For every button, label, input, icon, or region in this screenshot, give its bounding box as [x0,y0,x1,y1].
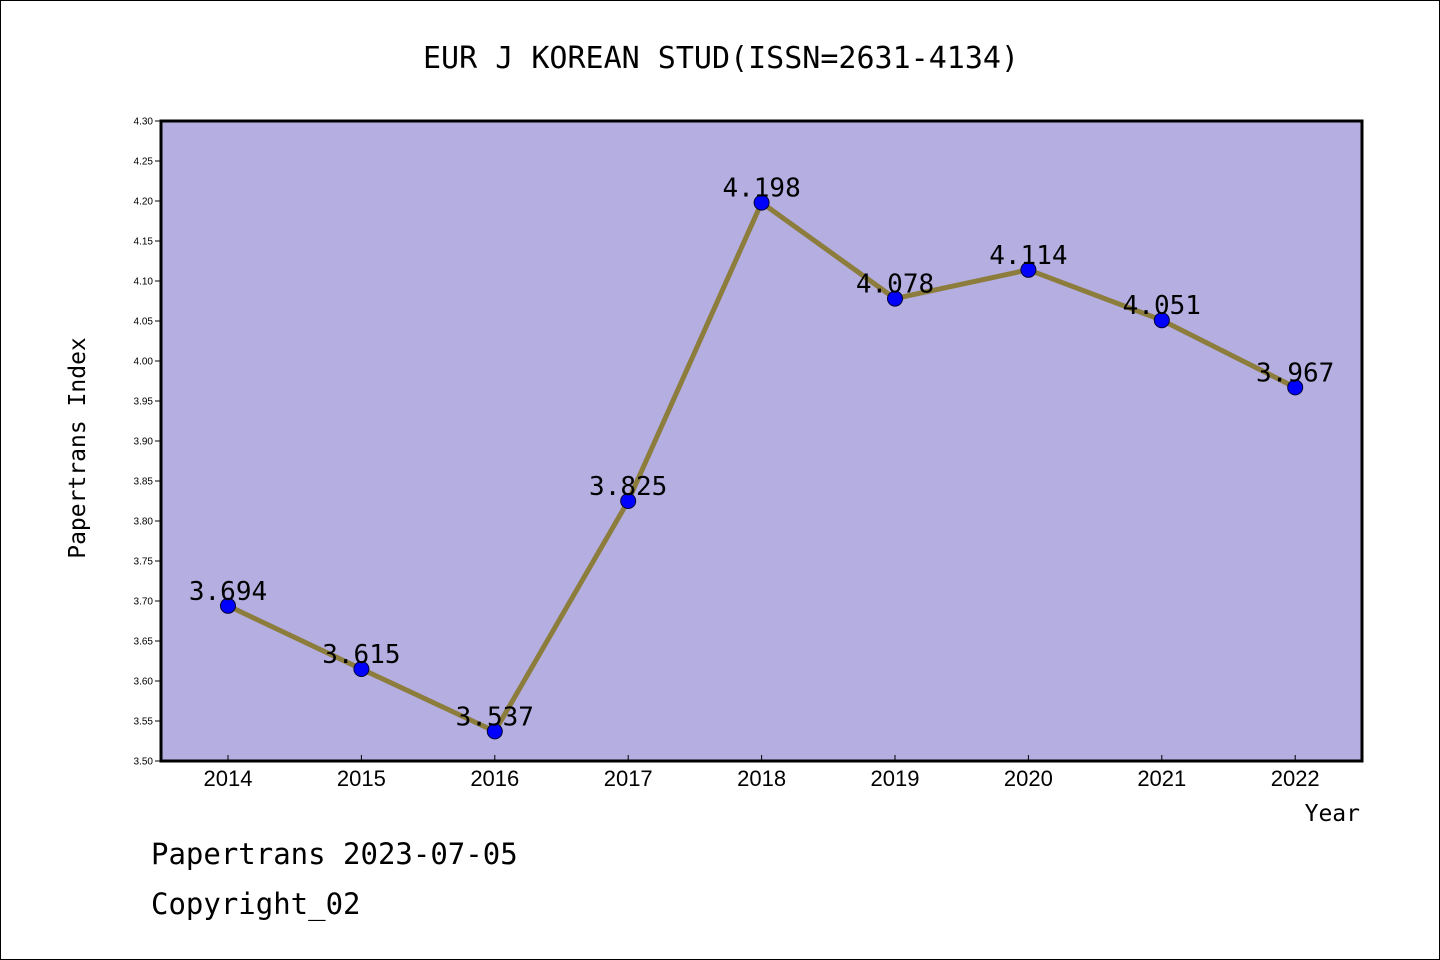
data-labels-group: 3.694 3.615 3.537 3.825 4.198 4.078 4.114 4.051… [189,174,1334,733]
plot-area [159,119,1364,763]
data-label: 3.615 [322,640,400,670]
x-tick-label: 2018 [737,766,786,791]
chart-title: EUR J KOREAN STUD(ISSN=2631-4134) [423,41,1019,76]
y-tick-label: 3.85 [134,477,154,488]
data-point [486,723,503,740]
data-label: 4.198 [722,174,800,204]
data-label: 4.114 [989,241,1067,271]
y-axis: 3.50 3.55 3.60 3.65 3.70 3.75 3.80 3.85 3.90 3.95… [134,117,161,768]
data-point [620,493,637,509]
data-label: 3.537 [456,702,534,732]
y-tick-label: 3.60 [134,677,154,688]
data-label: 3.967 [1256,358,1334,388]
data-label: 4.051 [1123,291,1201,321]
data-point [1287,379,1304,396]
x-tick-label: 2021 [1137,766,1186,791]
data-label: 4.078 [856,270,934,300]
x-tick-label: 2016 [470,766,519,791]
footer-copyright: Copyright_02 [151,887,361,921]
data-label: 3.694 [189,577,267,607]
y-tick-label: 3.50 [134,757,154,768]
x-tick-label: 2015 [337,766,386,791]
y-tick-label: 3.75 [134,557,154,568]
y-tick-label: 3.70 [134,597,154,608]
y-tick-label: 4.00 [134,357,154,368]
x-tick-label: 2020 [1004,766,1053,791]
footer-source: Papertrans 2023-07-05 [151,837,518,871]
y-tick-label: 3.55 [134,717,154,728]
x-tick-label: 2014 [204,766,253,791]
y-tick-label: 3.90 [134,437,154,448]
y-axis-label: Papertrans Index [65,337,91,559]
x-axis-label: Year [1305,801,1360,827]
x-tick-label: 2017 [604,766,653,791]
y-tick-label: 3.95 [134,397,154,408]
y-tick-label: 4.15 [134,237,154,248]
series-group [220,194,1304,740]
y-tick-label: 4.30 [134,117,154,128]
data-point [753,194,770,211]
x-tick-label: 2019 [871,766,920,791]
y-tick-label: 4.05 [134,317,154,328]
y-tick-label: 4.10 [134,277,154,288]
y-tick-label: 4.25 [134,157,154,168]
data-label: 3.825 [589,472,667,502]
y-tick-label: 4.20 [134,197,154,208]
y-tick-label: 3.80 [134,517,154,528]
x-tick-label: 2022 [1271,766,1320,791]
data-point [887,290,903,307]
data-point [353,661,370,677]
x-axis: 2014 2015 2016 2017 2018 2019 2020 2021 2022 [204,755,1320,791]
data-point [220,597,236,614]
y-tick-label: 3.65 [134,637,154,648]
data-point [1153,312,1170,329]
data-point [1020,261,1037,278]
